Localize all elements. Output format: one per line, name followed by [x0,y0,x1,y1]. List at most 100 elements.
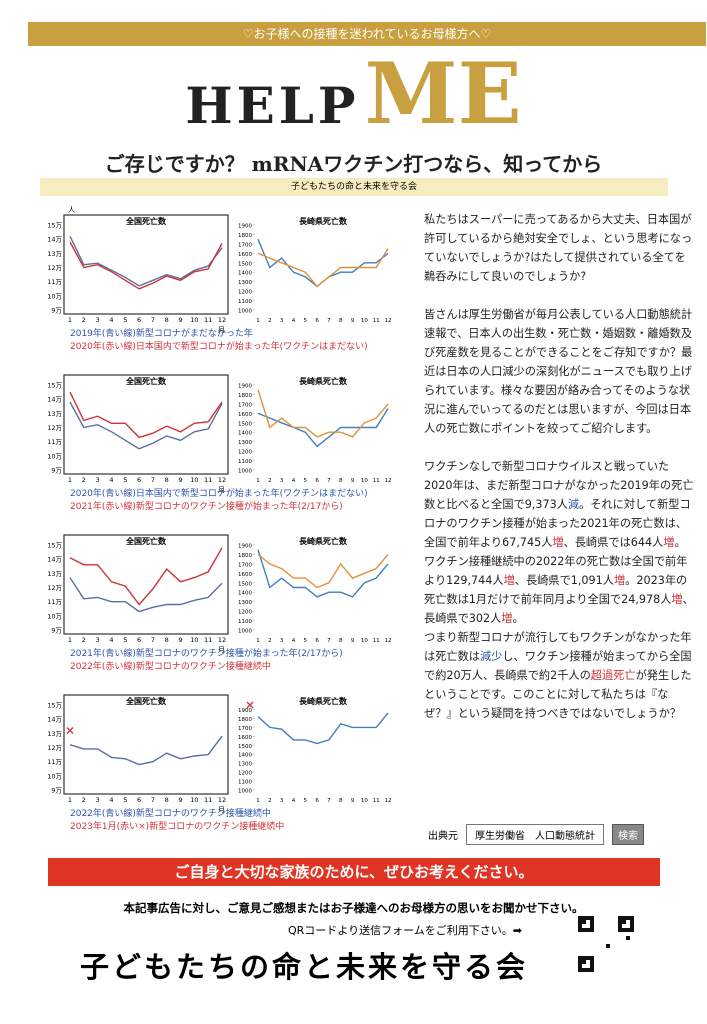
x-tick-label: 5 [123,316,127,324]
x-tick-label: 11 [204,796,212,804]
qr-cell [618,916,622,920]
qr-cell [578,968,582,972]
x-tick-label: 5 [304,798,308,804]
x-tick-label: 6 [315,638,319,644]
data-line [257,389,389,438]
data-line [69,735,223,766]
qr-cell [578,916,582,920]
text-segment: が発生したということです。このことに対して私たちは『なぜ？』という疑問を持つべき… [424,669,692,720]
y-tick-label: 1200 [238,610,252,616]
x-tick-label: 11 [373,318,380,324]
qr-cell [590,924,594,928]
search-box: 厚生労働省 人口動態統計 [466,824,604,845]
qr-cell [590,916,594,920]
y-tick-label: 14万 [47,556,62,564]
x-tick-label: 9 [178,796,182,804]
x-tick-label: 9 [178,476,182,484]
y-tick-label: 1500 [238,744,252,750]
text-segment: 超過死亡 [590,669,636,682]
data-line [257,712,389,745]
y-tick-label: 1200 [238,290,252,296]
y-tick-label: 1900 [238,708,252,714]
footer-org: 子どもたちの命と未来を守る会 [80,950,529,984]
y-tick-label: 9万 [51,307,62,315]
chart-title: 全国死亡数 [125,376,167,386]
y-tick-label: 1600 [238,572,252,578]
x-unit: 月 [218,646,225,654]
banner: ♡お子様への接種を迷われているお母様方へ♡ [28,22,706,46]
x-tick-label: 2 [268,318,272,324]
x-tick-label: 11 [373,478,380,484]
qr-cell [582,916,586,920]
text-segment: 減少 [479,650,503,663]
x-tick-label: 4 [292,318,296,324]
y-tick-label: 10万 [47,452,62,460]
article: 私たちはスーパーに売ってあるから大丈夫、日本国が許可しているから絶対安全でしょ、… [424,210,694,742]
caption-line: 2022年(青い線)新型コロナのワクチン接種継続中 [70,809,271,819]
x-tick-label: 6 [315,798,319,804]
y-tick-label: 15万 [47,382,62,390]
y-tick-label: 1200 [238,450,252,456]
text-segment: 増 [501,612,513,625]
data-line [257,248,389,288]
source-label: 出典元 [428,831,458,842]
data-point [246,701,254,709]
chart-title: 長崎県死亡数 [299,696,348,706]
y-tick-label: 10万 [47,292,62,300]
x-tick-label: 1 [68,796,72,804]
x-tick-label: 1 [68,636,72,644]
x-tick-label: 5 [304,318,308,324]
qr-cell [622,916,626,920]
y-tick-label: 13万 [47,730,62,738]
y-tick-label: 1700 [238,242,252,248]
caption: 2021年(青い線)新型コロナのワクチン接種が始まった年(2/17から) 2022… [70,648,343,674]
x-tick-label: 7 [151,476,155,484]
qr-cell [578,920,582,924]
x-tick-label: 5 [304,638,308,644]
y-tick-label: 14万 [47,396,62,404]
y-tick-label: 1100 [238,780,252,786]
x-tick-label: 2 [82,636,86,644]
y-tick-label: 12万 [47,584,62,592]
qr-cell [578,924,582,928]
qr-cell [582,968,586,972]
x-tick-label: 2 [82,796,86,804]
y-tick-label: 14万 [47,716,62,724]
y-tick-label: 1900 [238,384,252,390]
caption: 2019年(青い線)新型コロナがまだなかった年 2020年(赤い線)日本国内で新型… [70,328,368,354]
headline-me: ME [364,44,522,143]
y-tick-label: 1800 [238,233,252,239]
chart-frame [63,694,229,795]
qr-cell [626,916,630,920]
x-tick-label: 12 [218,796,226,804]
x-tick-label: 12 [385,798,392,804]
qr-cell [626,936,630,940]
y-tick-label: 9万 [51,467,62,475]
x-tick-label: 8 [165,796,169,804]
y-tick-label: 1000 [238,309,252,315]
x-unit: 月 [218,806,225,814]
y-tick-label: 14万 [47,236,62,244]
data-line [69,547,223,606]
qr-cell [582,920,586,924]
x-tick-label: 10 [190,636,198,644]
text-segment: 私たちはスーパーに売ってあるから大丈夫、日本国が許可しているから絶対安全でしょ、… [424,213,693,283]
qr-cell [578,960,582,964]
y-tick-label: 1100 [238,299,252,305]
y-tick-label: 11万 [47,758,62,766]
y-tick-label: 11万 [47,278,62,286]
text-segment: 増 [613,574,626,587]
y-tick-label: 1500 [238,581,252,587]
y-tick-label: 1000 [238,469,252,475]
x-tick-label: 10 [361,318,368,324]
qr-cell [582,956,586,960]
x-tick-label: 4 [292,638,296,644]
qr-cell [578,956,582,960]
y-tick-label: 10万 [47,772,62,780]
y-tick-label: 1700 [238,402,252,408]
qr-cell [582,928,586,932]
y-tick-label: 1600 [238,252,252,258]
x-tick-label: 12 [218,316,226,324]
y-tick-label: 1800 [238,393,252,399]
